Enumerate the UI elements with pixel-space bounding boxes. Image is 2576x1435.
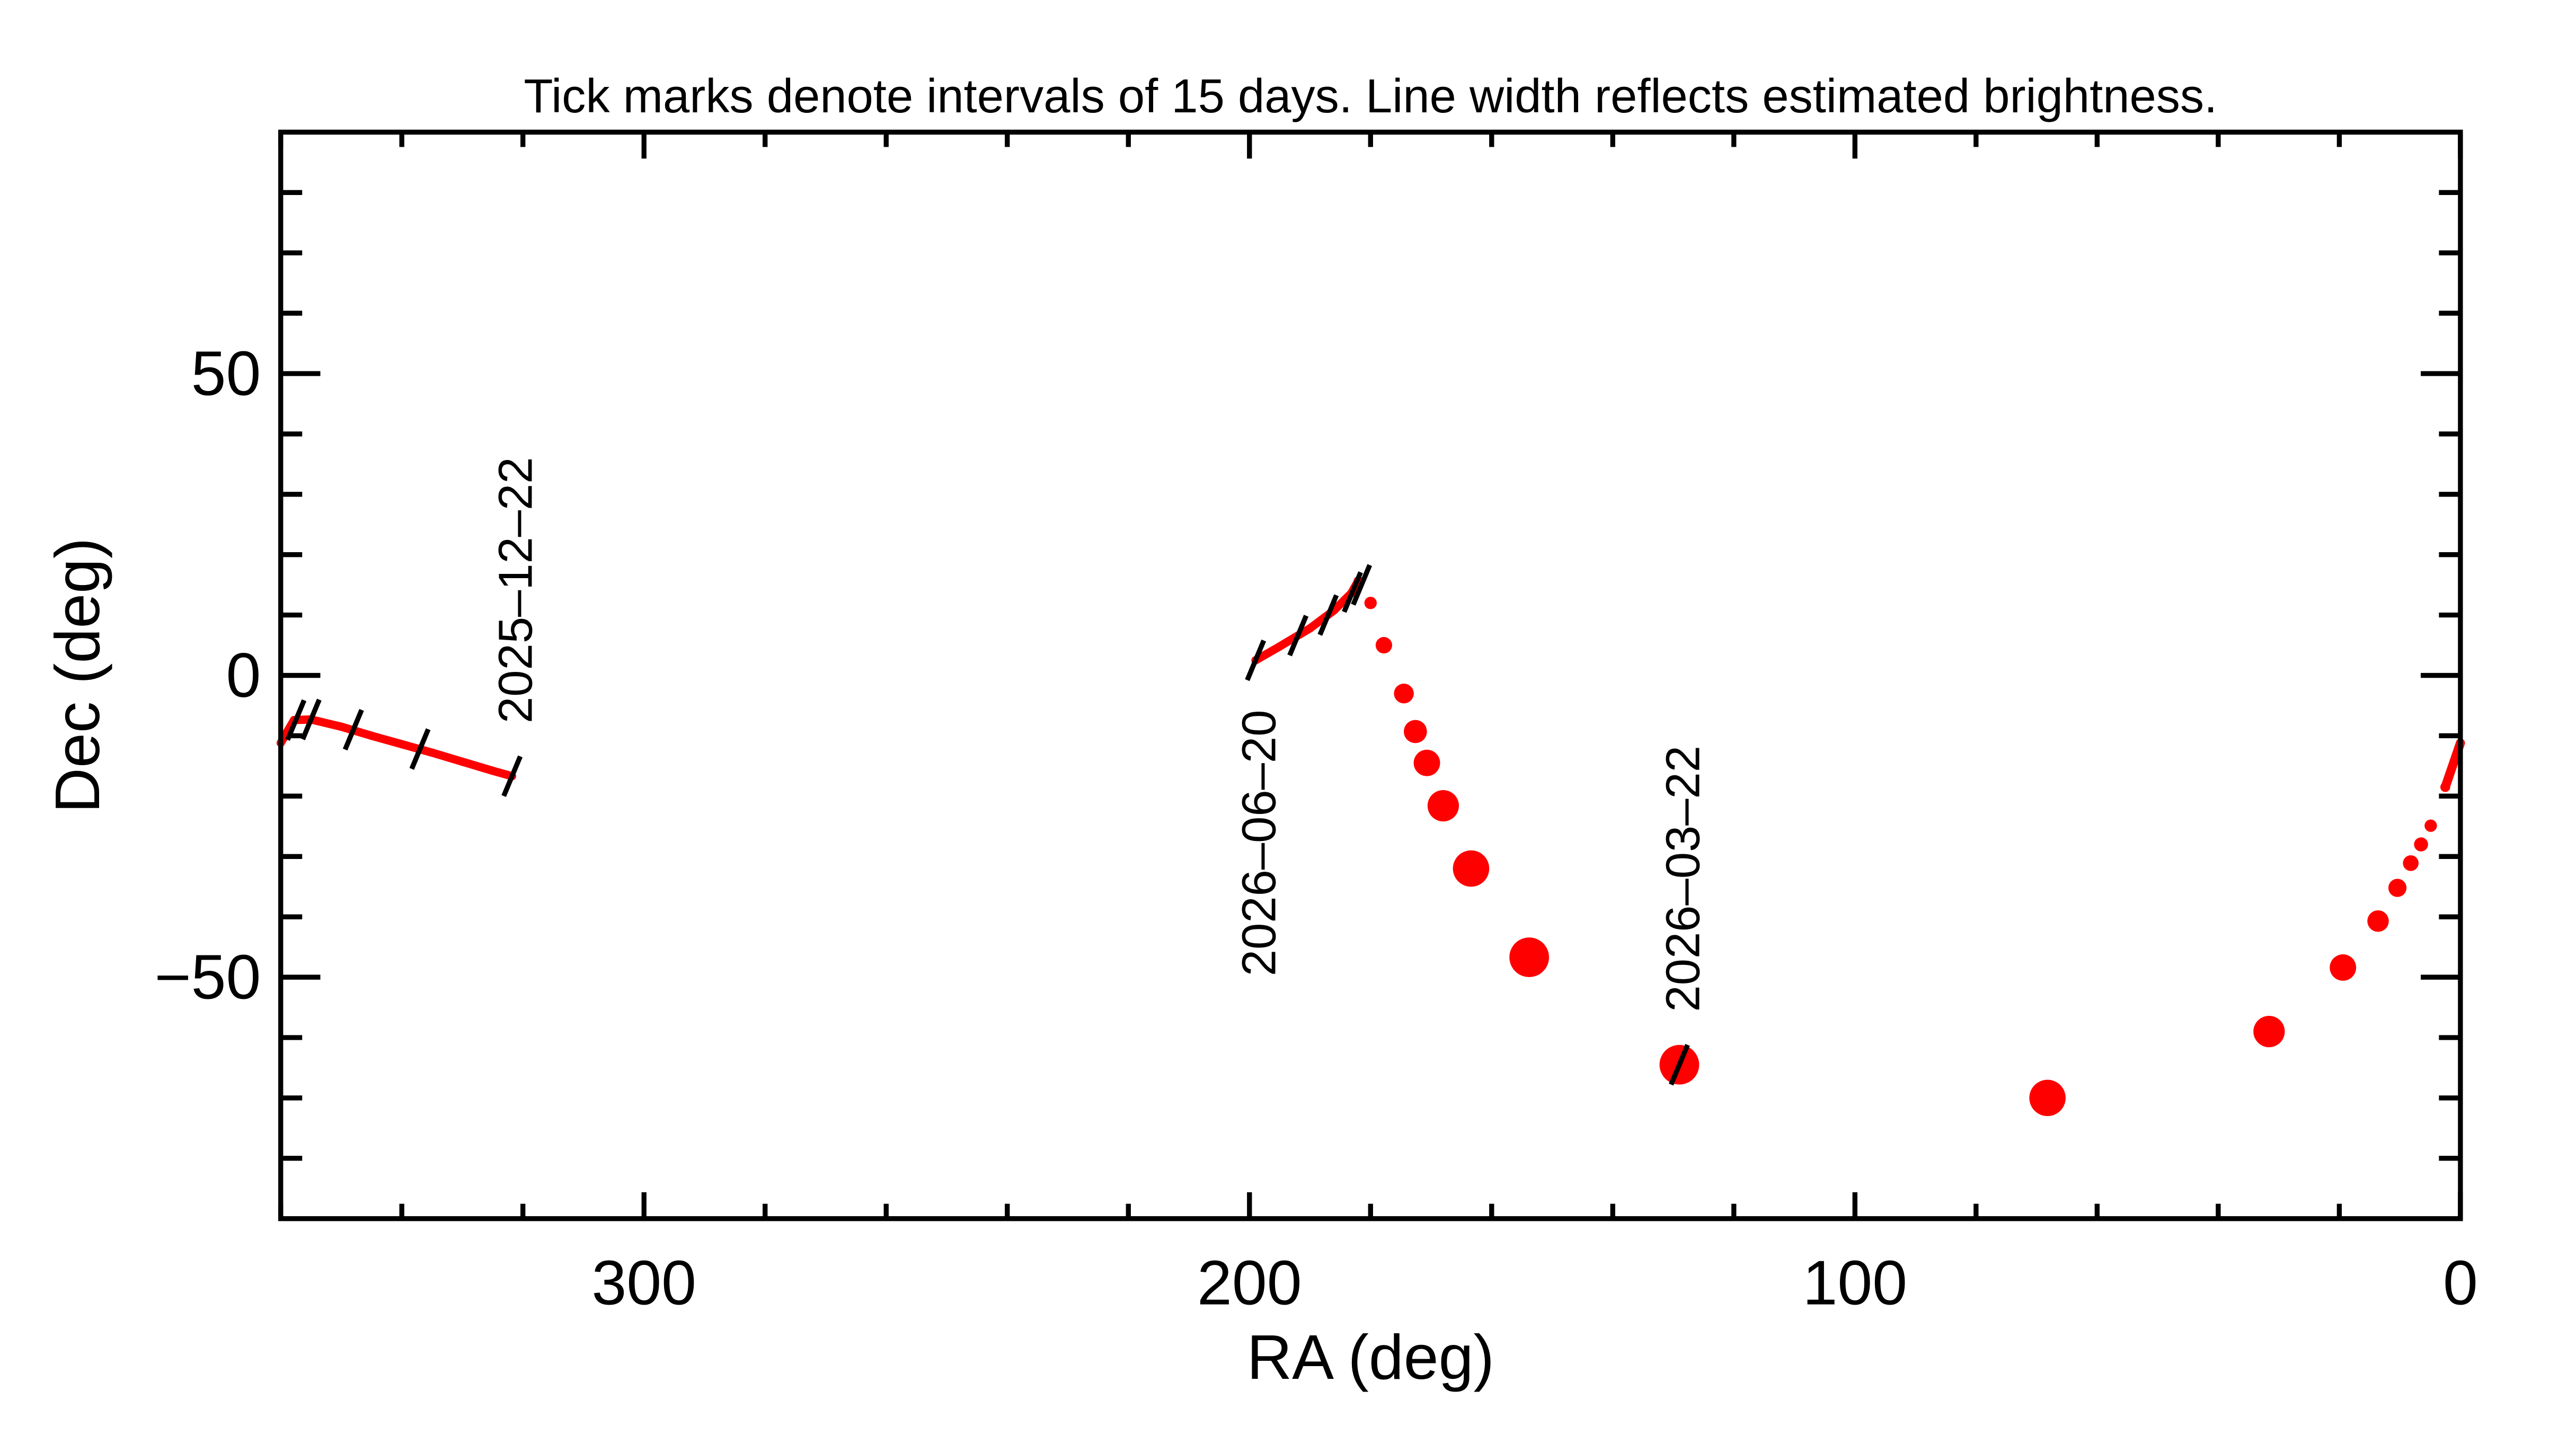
track-line-segment — [2048, 1032, 2269, 1098]
track-point — [1364, 597, 1377, 609]
track-point — [367, 731, 376, 740]
track-point — [428, 748, 437, 757]
y-tick-label: −50 — [155, 943, 261, 1013]
time-tick-mark — [1317, 594, 1339, 636]
track-point — [1375, 637, 1393, 654]
time-tick-mark — [342, 708, 364, 751]
time-tick-mark — [409, 728, 431, 770]
track-point — [337, 722, 346, 731]
track-point — [397, 740, 406, 749]
time-tick-mark — [300, 698, 322, 740]
date-label: 2026–03–22 — [1656, 746, 1710, 1012]
track-point — [1427, 790, 1459, 822]
track-point — [2424, 819, 2437, 832]
time-tick-mark — [285, 699, 307, 741]
track-line-segment — [397, 740, 437, 757]
x-tick-label: 300 — [591, 1248, 696, 1318]
y-tick-label: 50 — [191, 339, 261, 409]
plot-frame — [278, 129, 2463, 1221]
y-tick-label: 0 — [226, 641, 261, 711]
time-tick-mark — [1669, 1044, 1690, 1086]
x-tick-label: 100 — [1803, 1248, 1908, 1318]
track-point — [2403, 855, 2419, 871]
track-point — [2440, 782, 2450, 792]
track-point — [458, 757, 467, 766]
track-line-segment — [458, 757, 497, 775]
x-tick-label: 0 — [2443, 1248, 2478, 1318]
date-label: 2026–06–20 — [1233, 710, 1286, 977]
track-point — [1404, 720, 1427, 743]
track-point — [1453, 850, 1490, 887]
track-point — [1509, 937, 1550, 977]
track-line-segment — [307, 715, 346, 731]
y-axis-label: Dec (deg) — [43, 538, 113, 813]
track-point — [2330, 954, 2357, 981]
track-point — [488, 766, 497, 775]
time-tick-mark — [1342, 571, 1363, 613]
date-label: 2025–12–22 — [489, 457, 543, 724]
track-line-segment — [1251, 642, 1284, 665]
track-line-segment — [337, 722, 376, 740]
track-line-segment — [428, 748, 467, 766]
track-point — [2029, 1079, 2066, 1117]
track-point — [1413, 749, 1440, 776]
x-tick-label: 200 — [1197, 1248, 1302, 1318]
time-tick-mark — [1351, 564, 1373, 606]
time-tick-mark — [1287, 615, 1309, 657]
track-point — [1394, 684, 1414, 704]
chart-title: Tick marks denote intervals of 15 days. … — [524, 69, 2217, 123]
track-point — [2414, 837, 2428, 852]
track-line-segment — [367, 731, 406, 749]
time-tick-mark — [1245, 639, 1267, 681]
track-point — [1306, 624, 1314, 633]
track-point — [2388, 879, 2407, 897]
track-point — [1276, 642, 1284, 651]
track-line-segment — [1679, 1065, 2048, 1098]
track-line-segment — [2440, 738, 2465, 792]
time-tick-mark — [501, 755, 523, 797]
track-point — [2367, 910, 2389, 932]
x-axis-label: RA (deg) — [1247, 1323, 1494, 1393]
track-point — [2253, 1015, 2285, 1048]
